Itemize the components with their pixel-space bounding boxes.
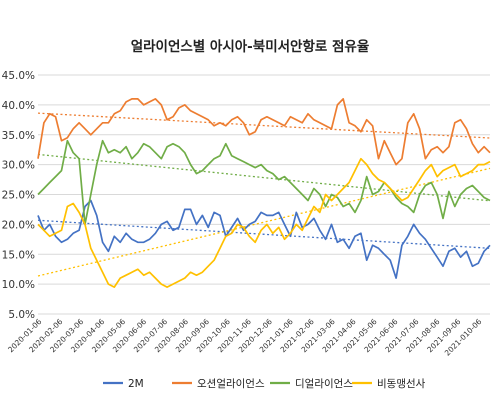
chart-title: 얼라이언스별 아시아-북미서안항로 점유율 [131,38,370,55]
y-tick-label: 5.0% [8,309,35,321]
y-tick-label: 35.0% [2,130,35,142]
legend: 2M 오션얼라이언스 디얼라이언스 비동맹선사 [103,378,426,390]
trendline-0 [37,219,491,249]
y-tick-label: 30.0% [2,160,35,172]
legend-label: 2M [128,378,144,390]
y-tick-label: 45.0% [2,70,35,82]
y-tick-label: 15.0% [2,249,35,261]
trendline-3 [37,167,491,277]
x-axis-ticks: 2020-01-062020-02-062020-03-062020-04-06… [6,317,483,358]
series-line-1 [37,98,491,166]
trendline-2 [37,153,491,202]
y-tick-label: 10.0% [2,279,35,291]
legend-label: 비동맹선사 [377,378,426,390]
y-tick-label: 40.0% [2,100,35,112]
legend-label: 오션얼라이언스 [197,378,265,390]
y-axis-ticks: 45.0% 40.0% 35.0% 30.0% 25.0% 20.0% 15.0% 10.0%… [2,70,35,321]
series-line-2 [37,139,491,226]
y-tick-label: 25.0% [2,190,35,202]
series-line-3 [37,157,491,288]
y-tick-label: 20.0% [2,219,35,231]
series-lines [37,98,491,288]
gridlines [38,74,490,315]
trendline-1 [37,112,491,139]
legend-label: 디얼라이언스 [295,378,353,390]
series-line-0 [37,199,491,279]
